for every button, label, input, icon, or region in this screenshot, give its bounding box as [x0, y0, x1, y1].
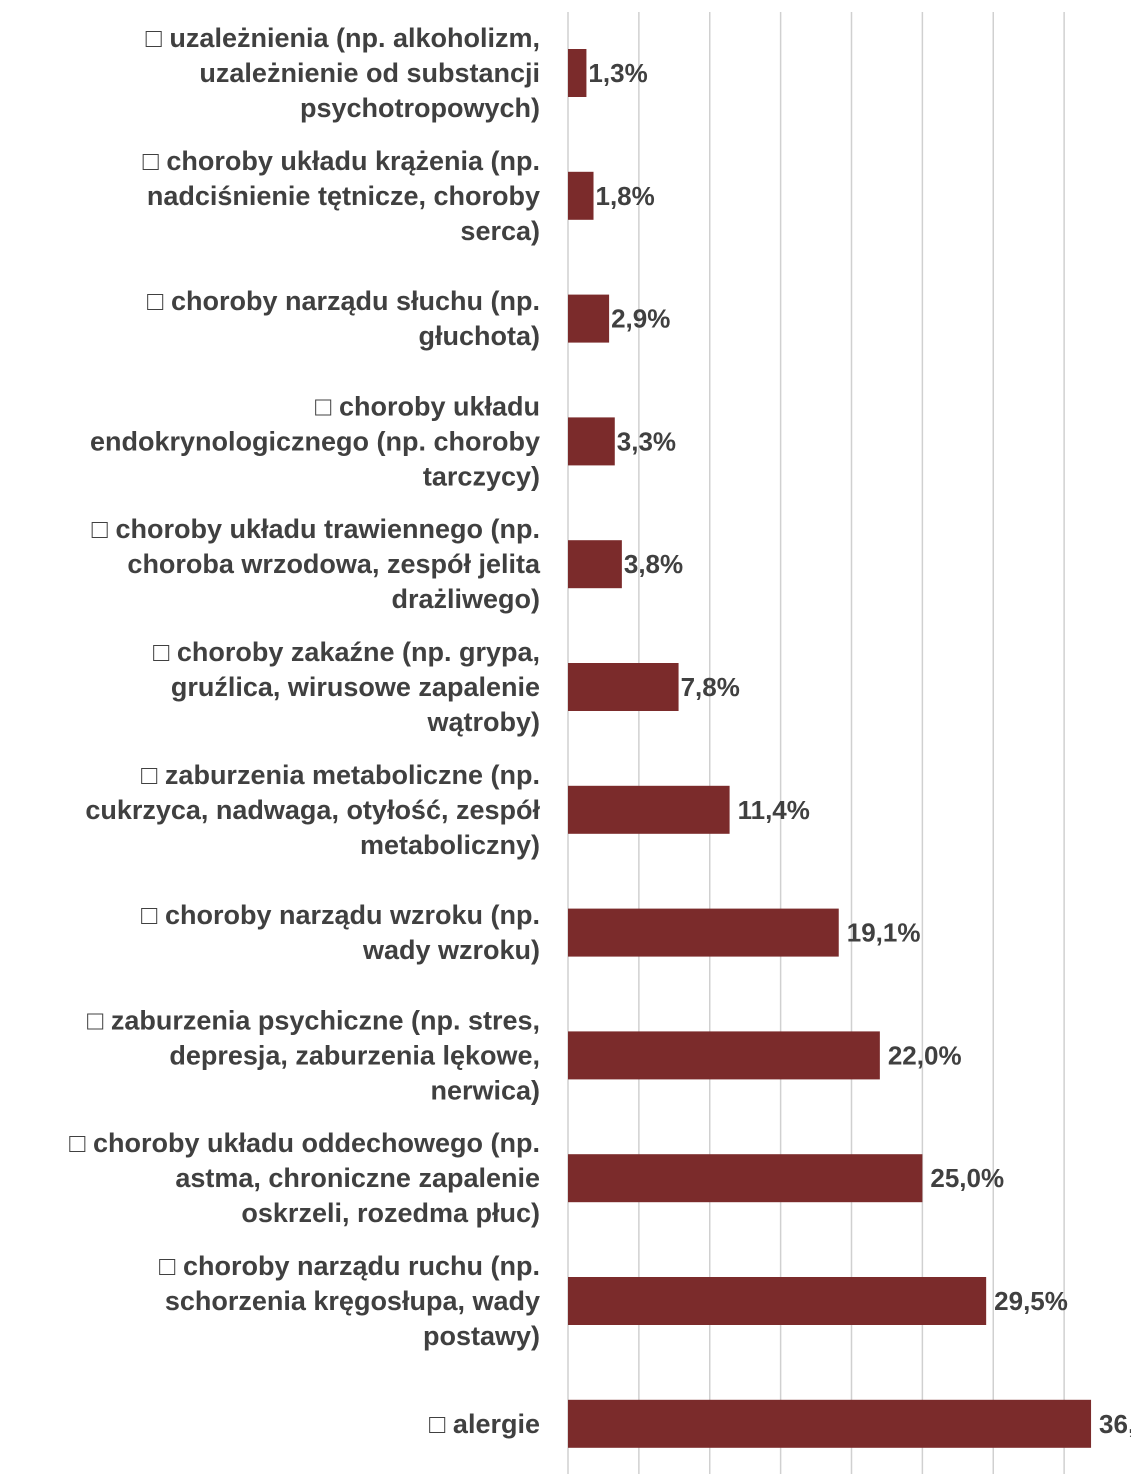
bar-value-label: 1,8% [596, 181, 655, 211]
category-label-line: □ alergie [429, 1409, 540, 1439]
category-label: □ choroby układu trawiennego (np. choroba… [92, 514, 541, 614]
bar [568, 908, 839, 957]
value-labels: 1,3% 1,8% 2,9% 3,3% 3,8% 7,8% 11,4% 19,1% 22,0% 2… [588, 58, 1131, 1439]
category-label-line: □ choroby zakaźne (np. grypa, [153, 637, 540, 667]
bar-value-label: 11,4% [738, 795, 810, 825]
bar [568, 540, 622, 589]
bar [568, 1399, 1092, 1448]
category-label-line: □ choroby układu trawiennego (np. [92, 514, 540, 544]
category-label-line: schorzenia kręgosłupa, wady [165, 1286, 540, 1316]
category-label: □ uzależnienia (np. alkoholizm, uzależnie… [146, 23, 540, 123]
category-label-line: endokrynologicznego (np. choroby [90, 426, 540, 456]
category-label: □ choroby narządu słuchu (np. głuchota) [147, 286, 540, 351]
category-label-line: depresja, zaburzenia lękowe, [169, 1040, 540, 1070]
category-label-line: astma, chroniczne zapalenie [175, 1163, 540, 1193]
category-label-line: □ choroby narządu ruchu (np. [159, 1251, 540, 1281]
category-label-line: postawy) [423, 1321, 540, 1351]
bar-value-label: 29,5% [994, 1286, 1068, 1316]
bar-value-label: 25,0% [930, 1163, 1004, 1193]
bar [568, 417, 615, 466]
category-label: □ choroby narządu ruchu (np. schorzenia k… [159, 1251, 540, 1351]
category-label-line: głuchota) [419, 321, 541, 351]
category-label-line: cukrzyca, nadwaga, otyłość, zespół [85, 795, 540, 825]
category-label-line: □ choroby narządu wzroku (np. [141, 900, 540, 930]
category-label: □ alergie [429, 1409, 540, 1439]
category-label-line: serca) [460, 216, 540, 246]
category-label-line: nadciśnienie tętnicze, choroby [147, 181, 540, 211]
category-label: □ zaburzenia psychiczne (np. stres, depre… [87, 1005, 540, 1105]
category-label: □ choroby układu oddechowego (np. astma, … [69, 1128, 540, 1228]
category-label-line: drażliwego) [391, 584, 540, 614]
bar [568, 171, 594, 220]
category-label-line: □ zaburzenia psychiczne (np. stres, [87, 1005, 540, 1035]
category-label-line: metaboliczny) [360, 830, 540, 860]
bar [568, 663, 679, 711]
category-label-line: □ choroby układu [315, 391, 540, 421]
bar-value-label: 7,8% [681, 672, 740, 702]
category-label-line: wątroby) [426, 707, 540, 737]
category-label-line: wady wzroku) [362, 935, 540, 965]
bars [568, 49, 1092, 1448]
category-label-line: □ choroby narządu słuchu (np. [147, 286, 540, 316]
category-label: □ choroby zakaźne (np. grypa, gruźlica, w… [153, 637, 540, 737]
category-labels: □ uzależnienia (np. alkoholizm, uzależnie… [69, 23, 541, 1439]
category-label: □ choroby narządu wzroku (np. wady wzroku… [141, 900, 540, 965]
category-label-line: □ choroby układu oddechowego (np. [69, 1128, 540, 1158]
category-label-line: psychotropowych) [300, 93, 540, 123]
category-label-line: □ uzależnienia (np. alkoholizm, [146, 23, 540, 53]
category-label-line: gruźlica, wirusowe zapalenie [171, 672, 540, 702]
bar [568, 1277, 987, 1325]
bar-value-label: 1,3% [588, 58, 647, 88]
bar [568, 1154, 923, 1203]
category-label-line: choroba wrzodowa, zespół jelita [127, 549, 541, 579]
bar-value-label: 3,3% [617, 426, 676, 456]
bar-value-label: 22,0% [888, 1040, 962, 1070]
bar-value-label: 2,9% [611, 304, 670, 334]
category-label-line: □ choroby układu krążenia (np. [143, 146, 540, 176]
category-label-line: □ zaburzenia metaboliczne (np. [141, 760, 540, 790]
bar [568, 294, 610, 343]
bar [568, 49, 587, 97]
bar [568, 1031, 880, 1080]
category-label: □ choroby układu endokrynologicznego (np.… [90, 391, 540, 491]
category-label-line: nerwica) [430, 1075, 540, 1105]
category-label-line: oskrzeli, rozedma płuc) [241, 1198, 540, 1228]
gridlines [567, 12, 1065, 1474]
category-label-line: uzależnienie od substancji [199, 58, 540, 88]
bar-value-label: 19,1% [847, 918, 921, 948]
bar [568, 785, 730, 834]
bar-value-label: 36,9% [1099, 1409, 1131, 1439]
category-label: □ choroby układu krążenia (np. nadciśnien… [143, 146, 540, 246]
bar-value-label: 3,8% [624, 549, 683, 579]
category-label: □ zaburzenia metaboliczne (np. cukrzyca, … [85, 760, 540, 860]
category-label-line: tarczycy) [423, 461, 540, 491]
